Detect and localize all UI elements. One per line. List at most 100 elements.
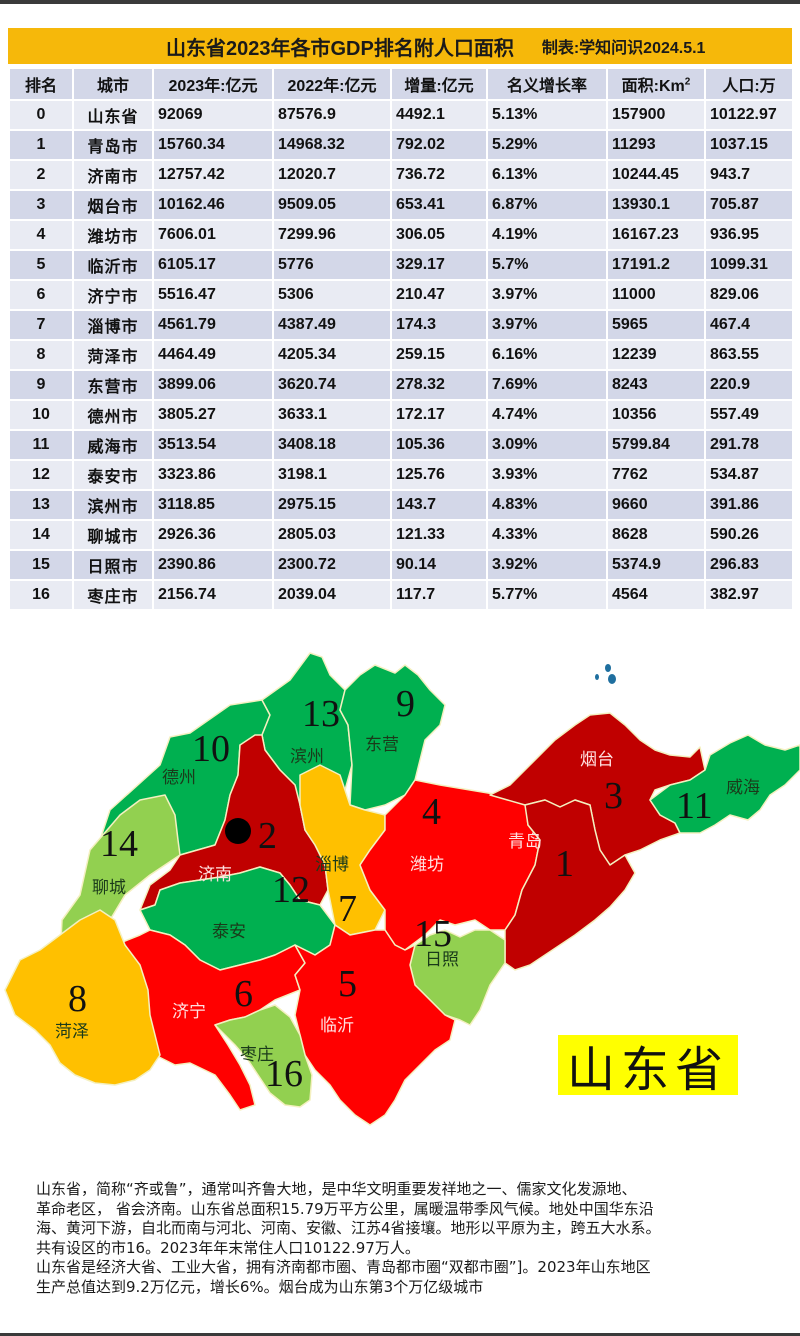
col-header-city: 城市 — [72, 67, 154, 101]
region-rank-number: 12 — [272, 869, 310, 911]
cell-area: 4564 — [606, 579, 706, 611]
table-credit: 制表:学知问识2024.5.1 — [541, 40, 706, 57]
table-row: 1 青岛市 15760.34 14968.32 792.02 5.29% 11293 1037… — [8, 129, 794, 161]
region-name-label: 滨州 — [290, 747, 324, 766]
cell-gdp2022: 4205.34 — [272, 339, 392, 371]
cell-growth: 5.13% — [486, 99, 608, 131]
cell-gdp2023: 3899.06 — [152, 369, 274, 401]
cell-rank: 16 — [8, 579, 74, 611]
cell-increase: 306.05 — [390, 219, 488, 251]
cell-gdp2022: 3408.18 — [272, 429, 392, 461]
region-rank-number: 9 — [396, 683, 415, 725]
cell-city: 青岛市 — [72, 129, 154, 161]
cell-growth: 7.69% — [486, 369, 608, 401]
cell-population: 382.97 — [704, 579, 794, 611]
cell-growth: 3.92% — [486, 549, 608, 581]
region-name-label: 济宁 — [172, 1002, 206, 1021]
cell-area: 12239 — [606, 339, 706, 371]
cell-city: 济南市 — [72, 159, 154, 191]
cell-increase: 792.02 — [390, 129, 488, 161]
region-name-label: 日照 — [425, 950, 459, 969]
col-header-increase: 增量:亿元 — [390, 67, 488, 101]
region-heze — [4, 909, 161, 1086]
cell-gdp2023: 12757.42 — [152, 159, 274, 191]
cell-increase: 121.33 — [390, 519, 488, 551]
cell-city: 枣庄市 — [72, 579, 154, 611]
cell-gdp2023: 5516.47 — [152, 279, 274, 311]
shandong-map: 青岛 1 济南 2 烟台 3 潍坊 4 临沂 5 济宁 6 淄博 7 菏泽 8 东营 9 德州 10 威海 11 泰安 12 滨… — [0, 645, 800, 1145]
cell-city: 济宁市 — [72, 279, 154, 311]
cell-gdp2023: 2156.74 — [152, 579, 274, 611]
cell-rank: 2 — [8, 159, 74, 191]
table-header-row: 排名 城市 2023年:亿元 2022年:亿元 增量:亿元 名义增长率 面积:K… — [8, 67, 794, 101]
cell-gdp2023: 2926.36 — [152, 519, 274, 551]
cell-area: 5965 — [606, 309, 706, 341]
cell-city: 烟台市 — [72, 189, 154, 221]
region-name-label: 聊城 — [92, 878, 126, 897]
region-name-label: 枣庄 — [240, 1045, 274, 1064]
cell-gdp2023: 15760.34 — [152, 129, 274, 161]
cell-rank: 3 — [8, 189, 74, 221]
cell-rank: 6 — [8, 279, 74, 311]
cell-rank: 1 — [8, 129, 74, 161]
description-line: 山东省是经济大省、工业大省，拥有济南都市圈、青岛都市圈“双都市圈”]。2023年… — [36, 1258, 651, 1276]
table-row: 6 济宁市 5516.47 5306 210.47 3.97% 11000 829.06 — [8, 279, 794, 311]
cell-gdp2022: 2300.72 — [272, 549, 392, 581]
table-row: 16 枣庄市 2156.74 2039.04 117.7 5.77% 4564 382.97 — [8, 579, 794, 611]
cell-population: 943.7 — [704, 159, 794, 191]
cell-city: 淄博市 — [72, 309, 154, 341]
table-row: 7 淄博市 4561.79 4387.49 174.3 3.97% 5965 467.4 — [8, 309, 794, 341]
cell-gdp2022: 2975.15 — [272, 489, 392, 521]
cell-population: 391.86 — [704, 489, 794, 521]
cell-growth: 6.87% — [486, 189, 608, 221]
cell-gdp2023: 92069 — [152, 99, 274, 131]
region-name-label: 济南 — [198, 865, 232, 884]
cell-growth: 6.13% — [486, 159, 608, 191]
cell-city: 菏泽市 — [72, 339, 154, 371]
cell-rank: 11 — [8, 429, 74, 461]
cell-city: 滨州市 — [72, 489, 154, 521]
cell-gdp2023: 2390.86 — [152, 549, 274, 581]
table-row: 0 山东省 92069 87576.9 4492.1 5.13% 157900 10122.9… — [8, 99, 794, 131]
col-header-gdp2023: 2023年:亿元 — [152, 67, 274, 101]
cell-increase: 278.32 — [390, 369, 488, 401]
cell-rank: 15 — [8, 549, 74, 581]
cell-gdp2022: 4387.49 — [272, 309, 392, 341]
region-rank-number: 13 — [302, 693, 340, 735]
cell-growth: 5.7% — [486, 249, 608, 281]
cell-growth: 4.83% — [486, 489, 608, 521]
region-name-label: 泰安 — [212, 922, 246, 941]
cell-gdp2023: 4561.79 — [152, 309, 274, 341]
cell-gdp2022: 2805.03 — [272, 519, 392, 551]
region-zaozhuang — [214, 1004, 313, 1108]
cell-city: 德州市 — [72, 399, 154, 431]
cell-increase: 172.17 — [390, 399, 488, 431]
description-line: 共有设区的市16。2023年年末常住人口10122.97万人。 — [36, 1238, 420, 1257]
cell-increase: 90.14 — [390, 549, 488, 581]
cell-gdp2022: 9509.05 — [272, 189, 392, 221]
table-row: 8 菏泽市 4464.49 4205.34 259.15 6.16% 12239 863.55 — [8, 339, 794, 371]
description-line: 山东省，简称“齐或鲁”，通常叫齐鲁大地，是中华文明重要发祥地之一、儒家文化发源地… — [36, 1180, 637, 1198]
cell-population: 936.95 — [704, 219, 794, 251]
cell-area: 5374.9 — [606, 549, 706, 581]
cell-city: 泰安市 — [72, 459, 154, 491]
cell-rank: 4 — [8, 219, 74, 251]
cell-area: 11000 — [606, 279, 706, 311]
table-row: 13 滨州市 3118.85 2975.15 143.7 4.83% 9660 391.86 — [8, 489, 794, 521]
cell-growth: 5.77% — [486, 579, 608, 611]
cell-gdp2023: 10162.46 — [152, 189, 274, 221]
table-title-bar: 山东省2023年各市GDP排名附人口面积 制表:学知问识2024.5.1 — [8, 28, 792, 64]
table-row: 2 济南市 12757.42 12020.7 736.72 6.13% 10244.45 94… — [8, 159, 794, 191]
area-unit-sup: 2 — [684, 76, 691, 88]
cell-increase: 105.36 — [390, 429, 488, 461]
capital-marker-icon — [225, 818, 251, 844]
cell-area: 13930.1 — [606, 189, 706, 221]
region-rank-number: 11 — [676, 785, 713, 827]
cell-gdp2023: 6105.17 — [152, 249, 274, 281]
cell-rank: 10 — [8, 399, 74, 431]
region-name-label: 淄博 — [315, 855, 349, 874]
cell-area: 10244.45 — [606, 159, 706, 191]
cell-area: 16167.23 — [606, 219, 706, 251]
cell-gdp2022: 5776 — [272, 249, 392, 281]
cell-increase: 259.15 — [390, 339, 488, 371]
